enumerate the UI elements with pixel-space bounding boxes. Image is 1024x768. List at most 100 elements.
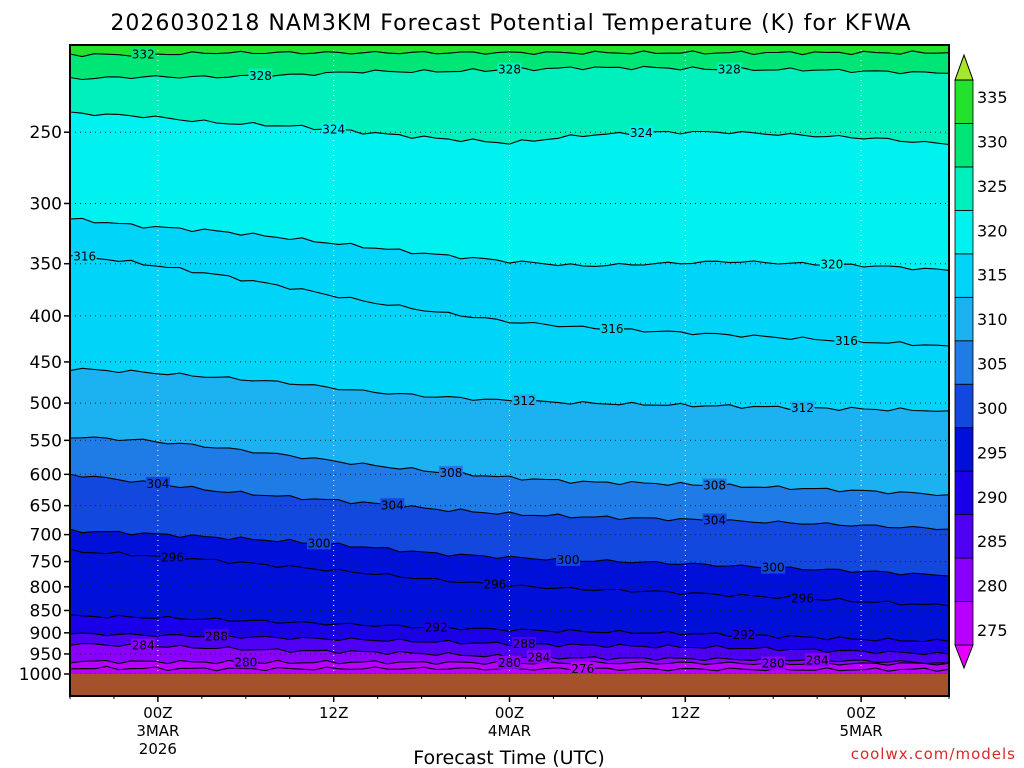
contour-label-332: 332 <box>132 48 155 62</box>
x-tick-label-48-1: 5MAR <box>840 722 883 740</box>
contour-label-bg <box>570 661 595 675</box>
contour-label-324: 324 <box>322 123 345 137</box>
y-tick-label-250: 250 <box>30 123 62 143</box>
colorbar-swatch <box>954 601 974 646</box>
contour-label-bg <box>702 478 727 492</box>
contour-label-bg <box>438 465 463 479</box>
y-tick-label-450: 450 <box>30 353 62 373</box>
contour-label-bg <box>233 655 258 669</box>
y-tick-label-300: 300 <box>30 194 62 214</box>
colorbar-label-310: 310 <box>977 310 1008 329</box>
colorbar-label-330: 330 <box>977 132 1008 151</box>
colorbar-arrow-low <box>954 644 974 670</box>
x-tick-label-24-0: 00Z <box>495 704 524 722</box>
y-tick-label-750: 750 <box>30 553 62 573</box>
contour-label-284: 284 <box>132 639 155 653</box>
x-axis-label: Forecast Time (UTC) <box>413 747 604 768</box>
y-tick-label-600: 600 <box>30 465 62 485</box>
x-tick-label-36-0: 12Z <box>671 704 700 722</box>
y-tick-label-850: 850 <box>30 601 62 621</box>
contour-label-324: 324 <box>630 126 653 140</box>
credit-text: coolwx.com/models <box>851 745 1016 763</box>
contour-label-bg <box>72 249 97 263</box>
y-tick-label-800: 800 <box>30 578 62 598</box>
y-tick-label-1000: 1000 <box>19 665 62 685</box>
contour-line-292 <box>70 614 949 643</box>
y-tick-label-400: 400 <box>30 307 62 327</box>
colorbar-swatch <box>954 514 974 559</box>
contour-label-312: 312 <box>791 401 814 415</box>
contour-label-300: 300 <box>557 553 580 567</box>
contour-label-296: 296 <box>791 591 814 605</box>
colorbar-label-320: 320 <box>977 221 1008 240</box>
colorbar-swatch <box>954 383 974 429</box>
contour-label-308: 308 <box>703 478 726 492</box>
contour-label-304: 304 <box>381 498 404 512</box>
contour-label-bg <box>556 552 581 566</box>
contour-label-bg <box>307 536 332 550</box>
contour-label-328: 328 <box>718 63 741 77</box>
contour-line-300 <box>70 528 949 577</box>
colorbar-swatch <box>954 209 974 255</box>
contour-label-bg <box>819 257 844 271</box>
colorbar-label-290: 290 <box>977 488 1008 507</box>
x-tick-label-24-1: 4MAR <box>488 722 531 740</box>
contour-label-bg <box>248 68 273 82</box>
contour-label-276: 276 <box>571 662 594 676</box>
y-tick-label-650: 650 <box>30 497 62 517</box>
contour-label-304: 304 <box>146 477 169 491</box>
contour-label-bg <box>321 122 346 136</box>
colorbar-label-285: 285 <box>977 532 1008 551</box>
colorbar: 275 280 285 290 295 300 305 310 315 320 325 330 335 <box>954 53 1008 670</box>
colorbar-arrow-high <box>954 53 974 81</box>
colorbar-label-335: 335 <box>977 88 1008 107</box>
colorbar-label-300: 300 <box>977 399 1008 418</box>
contour-label-bg <box>512 394 537 408</box>
contour-label-bg <box>761 656 786 670</box>
contour-label-284: 284 <box>527 650 550 664</box>
grid-lines <box>70 45 949 696</box>
x-tick-label-12-0: 12Z <box>319 704 348 722</box>
contour-label-316: 316 <box>835 334 858 348</box>
colorbar-swatch <box>954 470 974 516</box>
contour-label-304: 304 <box>703 514 726 528</box>
contour-label-bg <box>131 638 156 652</box>
contour-label-bg <box>629 125 654 139</box>
colorbar-label-275: 275 <box>977 621 1008 640</box>
contour-label-bg <box>497 655 522 669</box>
contour-line-308 <box>70 436 949 497</box>
contour-line-304 <box>70 473 949 531</box>
contour-label-320: 320 <box>820 258 843 272</box>
colorbar-label-315: 315 <box>977 266 1008 285</box>
y-tick-label-350: 350 <box>30 255 62 275</box>
contour-line-324 <box>70 111 949 146</box>
contour-label-bg <box>380 498 405 512</box>
contour-label-bg <box>790 591 815 605</box>
contour-label-bg <box>512 637 537 651</box>
contour-label-bg <box>482 577 507 591</box>
contour-label-328: 328 <box>498 63 521 77</box>
y-tick-label-550: 550 <box>30 431 62 451</box>
contour-label-bg <box>204 629 229 643</box>
contour-label-316: 316 <box>601 322 624 336</box>
colorbar-swatch <box>954 296 974 342</box>
contour-label-300: 300 <box>762 561 785 575</box>
y-tick-label-900: 900 <box>30 624 62 644</box>
x-tick-label-0-0: 00Z <box>143 704 172 722</box>
contour-label-bg <box>160 550 185 564</box>
colorbar-swatch <box>954 79 974 124</box>
contour-line-332 <box>70 50 949 58</box>
contour-label-316: 316 <box>73 249 96 263</box>
contour-label-280: 280 <box>762 657 785 671</box>
contour-label-284: 284 <box>806 653 829 667</box>
contour-label-300: 300 <box>308 536 331 550</box>
contour-label-bg <box>702 513 727 527</box>
y-tick-label-700: 700 <box>30 526 62 546</box>
colorbar-swatch <box>954 123 974 168</box>
contour-label-bg <box>145 476 170 490</box>
contour-label-292: 292 <box>425 621 448 635</box>
contour-label-292: 292 <box>732 628 755 642</box>
y-tick-label-500: 500 <box>30 394 62 414</box>
